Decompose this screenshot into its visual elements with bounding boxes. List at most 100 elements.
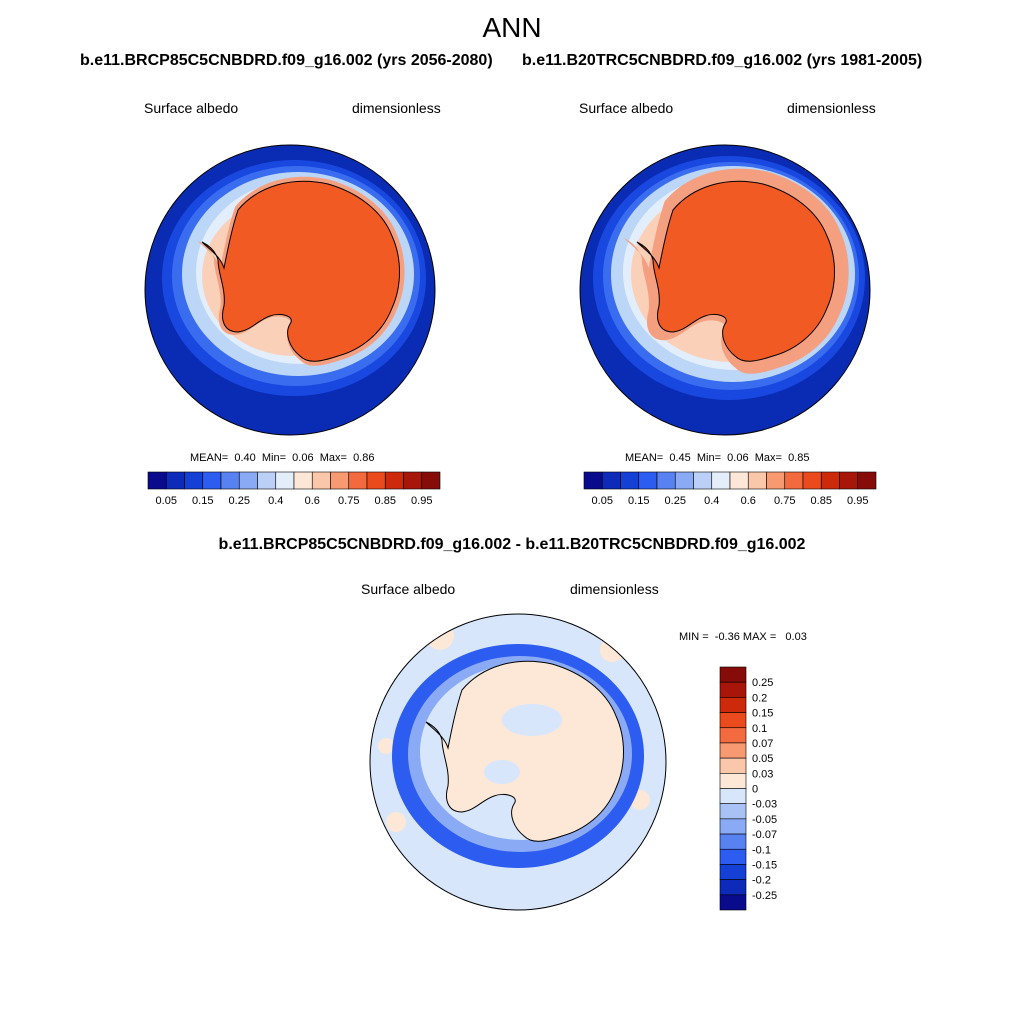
right-stats: MEAN= 0.45 Min= 0.06 Max= 0.85 [625, 452, 809, 464]
diff-colorbar-label: 0.05 [752, 753, 773, 765]
diff-colorbar-box [719, 848, 747, 865]
diff-colorbar-box [719, 712, 747, 729]
right-colorbar-box [747, 471, 767, 490]
diff-units-label: dimensionless [570, 581, 659, 597]
right-colorbar-box [802, 471, 822, 490]
left-colorbar-label: 0.75 [338, 495, 359, 507]
left-colorbar-box [293, 471, 313, 490]
diff-colorbar-label: -0.05 [752, 814, 777, 826]
diff-colorbar-label: 0 [752, 784, 758, 796]
right-colorbar-box [766, 471, 786, 490]
left-colorbar-label: 0.15 [192, 495, 213, 507]
left-stats: MEAN= 0.40 Min= 0.06 Max= 0.86 [190, 452, 374, 464]
diff-max-label: MAX = [742, 631, 777, 643]
left-colorbar-label: 0.25 [229, 495, 250, 507]
right-colorbar-box [638, 471, 658, 490]
diff-colorbar-box [719, 727, 747, 744]
diff-colorbar-label: -0.03 [752, 799, 777, 811]
right-units-label: dimensionless [787, 100, 876, 116]
left-colorbar-box [147, 471, 167, 490]
left-min-label: Min= [261, 452, 287, 464]
left-colorbar-box [165, 471, 185, 490]
diff-colorbar-box [719, 757, 747, 774]
diff-map [370, 614, 666, 910]
right-colorbar-label: 0.05 [592, 495, 613, 507]
diff-colorbar-box [719, 864, 747, 880]
left-colorbar-box [257, 471, 277, 490]
diff-min-value: -0.36 [714, 631, 740, 643]
right-variable-label: Surface albedo [579, 100, 674, 116]
right-colorbar-box [601, 471, 621, 490]
diff-max-value: 0.03 [785, 631, 807, 643]
right-colorbar-box [620, 471, 640, 490]
diff-colorbar-label: -0.07 [752, 829, 777, 841]
diff-colorbar-box [719, 833, 747, 850]
diff-colorbar-label: 0.15 [752, 708, 773, 720]
right-mean-label: MEAN= [625, 452, 664, 464]
diff-colorbar-box [719, 879, 747, 896]
left-colorbar: 0.05 0.15 0.25 0.4 0.6 0.75 0.85 0.95 [147, 471, 441, 507]
right-colorbar-label: 0.25 [665, 495, 686, 507]
left-colorbar-box [384, 471, 404, 490]
diff-colorbar-box [719, 894, 747, 911]
right-max-value: 0.85 [788, 452, 810, 464]
left-colorbar-box [202, 471, 222, 490]
left-map [145, 145, 435, 435]
left-colorbar-box [238, 471, 258, 490]
left-colorbar-label: 0.95 [411, 495, 432, 507]
right-colorbar-box [839, 471, 859, 490]
right-max-label: Max= [754, 452, 782, 464]
right-colorbar-box [857, 471, 877, 490]
left-min-value: 0.06 [292, 452, 314, 464]
left-mean-label: MEAN= [190, 452, 229, 464]
right-case-title: b.e11.B20TRC5CNBDRD.f09_g16.002 (yrs 198… [522, 52, 923, 69]
right-colorbar-box [583, 471, 603, 490]
diff-colorbar-label: -0.15 [752, 859, 777, 871]
diff-colorbar-box [719, 681, 747, 698]
left-max-label: Max= [319, 452, 347, 464]
right-colorbar-box [711, 471, 731, 490]
diff-colorbar-label: -0.25 [752, 890, 777, 902]
left-colorbar-box [403, 471, 423, 490]
right-colorbar-box [674, 471, 694, 490]
right-colorbar-label: 0.75 [774, 495, 795, 507]
right-colorbar-box [784, 471, 804, 490]
diff-colorbar-box [719, 697, 747, 713]
left-colorbar-box [311, 471, 331, 490]
diff-variable-label: Surface albedo [361, 581, 456, 597]
right-min-label: Min= [696, 452, 722, 464]
right-colorbar-box [820, 471, 840, 490]
left-variable-label: Surface albedo [144, 100, 239, 116]
diff-min-label: MIN = [679, 631, 709, 643]
left-colorbar-box [275, 471, 295, 490]
diff-colorbar-label: -0.1 [752, 844, 771, 856]
right-min-value: 0.06 [727, 452, 749, 464]
right-colorbar-box [729, 471, 749, 490]
left-case-title: b.e11.BRCP85C5CNBDRD.f09_g16.002 (yrs 20… [80, 52, 493, 69]
right-colorbar-label: 0.4 [704, 495, 719, 507]
diff-colorbar: 0.25 0.2 0.15 0.1 0.07 0.05 0.03 0 -0.03 -0.05 -0.… [719, 666, 777, 911]
right-colorbar-label: 0.85 [811, 495, 832, 507]
diff-colorbar-label: 0.03 [752, 768, 773, 780]
right-colorbar: 0.05 0.15 0.25 0.4 0.6 0.75 0.85 0.95 [583, 471, 877, 507]
left-colorbar-box [421, 471, 441, 490]
right-map [580, 145, 870, 435]
diff-colorbar-label: -0.2 [752, 875, 771, 887]
left-colorbar-label: 0.6 [305, 495, 320, 507]
right-colorbar-label: 0.6 [741, 495, 756, 507]
right-colorbar-label: 0.95 [847, 495, 868, 507]
left-units-label: dimensionless [352, 100, 441, 116]
left-mean-value: 0.40 [234, 452, 256, 464]
diff-colorbar-label: 0.25 [752, 677, 773, 689]
left-colorbar-box [220, 471, 240, 490]
diff-colorbar-box [719, 803, 747, 820]
left-colorbar-box [330, 471, 350, 490]
right-mean-value: 0.45 [669, 452, 691, 464]
right-map-border [579, 144, 871, 436]
diff-case-title: b.e11.BRCP85C5CNBDRD.f09_g16.002 - b.e11… [218, 536, 806, 553]
diff-colorbar-label: 0.07 [752, 738, 773, 750]
diff-colorbar-box [719, 666, 747, 683]
left-colorbar-label: 0.4 [268, 495, 283, 507]
left-colorbar-box [366, 471, 386, 490]
